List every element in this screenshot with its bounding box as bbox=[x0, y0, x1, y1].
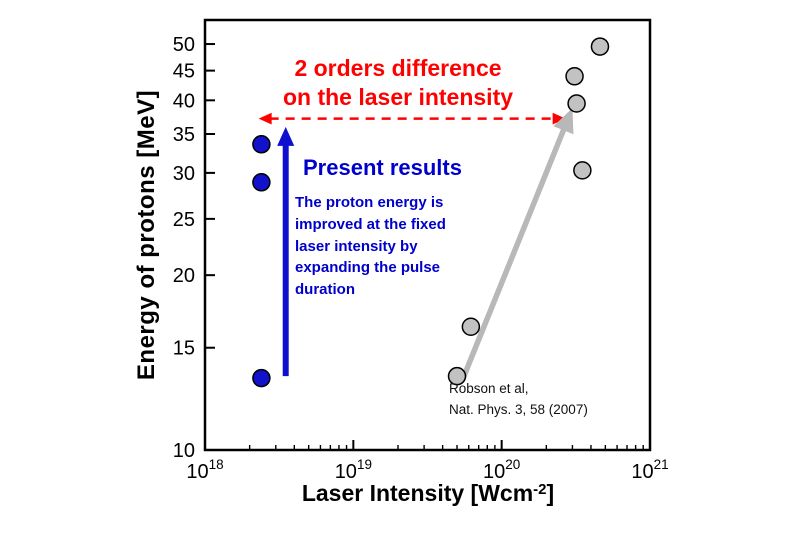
annotation-present-results-title: Present results bbox=[303, 155, 462, 180]
y-tick-label: 35 bbox=[173, 124, 195, 146]
robson-trend-arrow-head bbox=[553, 108, 574, 135]
data-point bbox=[447, 366, 467, 386]
robson-trend-arrow bbox=[460, 127, 567, 380]
plot-frame bbox=[203, 18, 652, 452]
y-tick-label: 30 bbox=[173, 163, 195, 185]
two-orders-arrow-head bbox=[258, 112, 272, 125]
x-axis-title-text: Laser Intensity [Wcm bbox=[301, 480, 534, 506]
y-tick-label: 50 bbox=[173, 34, 195, 56]
two-orders-arrow-head bbox=[552, 112, 566, 125]
y-axis-title: Energy of protons [MeV] bbox=[133, 89, 160, 381]
y-tick-label: 10 bbox=[173, 440, 195, 462]
x-axis-title-suffix: ] bbox=[546, 480, 555, 506]
x-tick-label: 1019 bbox=[335, 457, 372, 483]
annotation-present-results-body: The proton energy is improved at the fix… bbox=[295, 194, 446, 298]
data-point bbox=[461, 317, 481, 337]
y-tick-label: 15 bbox=[173, 338, 195, 360]
y-tick-label: 45 bbox=[173, 61, 195, 83]
data-point bbox=[252, 135, 271, 154]
x-axis-title: Laser Intensity [Wcm-2] bbox=[301, 480, 555, 506]
data-point bbox=[567, 94, 586, 113]
y-tick-label: 25 bbox=[173, 209, 195, 231]
data-point bbox=[252, 173, 271, 192]
x-axis-title-exponent: -2 bbox=[533, 481, 547, 498]
x-tick-label: 1021 bbox=[631, 457, 668, 483]
x-tick-label: 1020 bbox=[483, 457, 520, 483]
data-point bbox=[590, 37, 610, 56]
y-tick-label: 20 bbox=[173, 265, 195, 287]
x-tick-label: 1018 bbox=[186, 457, 223, 483]
y-tick-label: 40 bbox=[173, 90, 195, 112]
data-point bbox=[573, 161, 592, 180]
annotation-two-orders: 2 orders difference on the laser intensi… bbox=[282, 55, 514, 110]
data-point bbox=[252, 368, 271, 388]
annotation-reference: Robson et al, Nat. Phys. 3, 58 (2007) bbox=[449, 381, 588, 417]
present-results-arrow-head bbox=[277, 126, 295, 146]
data-point bbox=[565, 67, 584, 86]
